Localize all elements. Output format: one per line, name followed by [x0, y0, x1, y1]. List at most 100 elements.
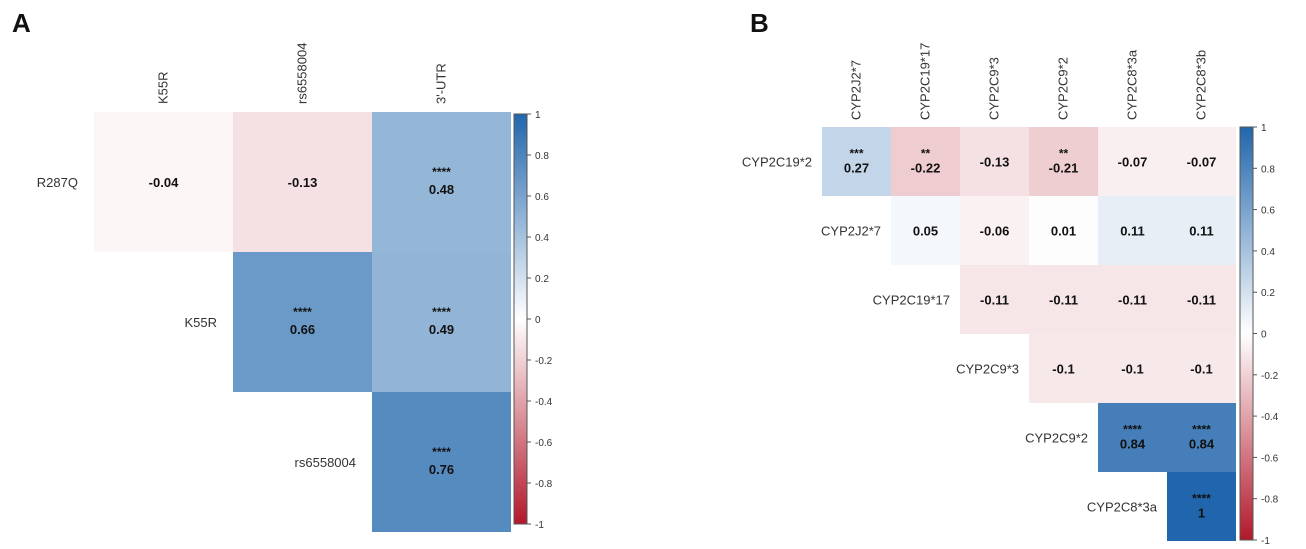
scale-tick-label: 0.2	[1261, 288, 1275, 299]
cell-value: -0.07	[1118, 155, 1148, 170]
cell-value: -0.1	[1190, 362, 1212, 377]
scale-tick-label: 0.2	[535, 274, 549, 285]
cell-value: -0.06	[980, 224, 1010, 239]
color-scale-bar	[1239, 126, 1254, 541]
scale-tick-label: -0.4	[1261, 412, 1279, 423]
row-label: CYP2C9*2	[1025, 431, 1088, 446]
heatmap-cell	[233, 252, 372, 392]
scale-tick-label: 0.6	[535, 192, 549, 203]
column-label: CYP2C19*17	[918, 43, 933, 120]
cell-significance: **	[1059, 147, 1069, 161]
scale-tick-label: -1	[535, 520, 544, 531]
cell-value: -0.04	[149, 175, 179, 190]
heatmap-cell	[1029, 127, 1098, 196]
column-label: CYP2J2*7	[849, 60, 864, 120]
cell-value: 0.05	[913, 224, 938, 239]
heatmap-cell	[1167, 196, 1236, 265]
cell-value: -0.13	[288, 175, 318, 190]
scale-tick-label: 1	[1261, 123, 1267, 134]
heatmap-cell	[1029, 334, 1098, 403]
heatmap-panel-a: A -0.04 -0.13 **** 0.48 **** 0.66 **** 0.49 **** 0…	[12, 8, 553, 532]
scale-tick-label: 0.6	[1261, 206, 1275, 217]
row-label: K55R	[184, 315, 217, 330]
heatmap-cell	[1167, 472, 1236, 541]
heatmap-cell	[1167, 265, 1236, 334]
row-label: CYP2C19*17	[873, 293, 950, 308]
heatmap-cell	[1098, 403, 1167, 472]
heatmap-cell	[372, 112, 511, 252]
cell-value: -0.21	[1049, 161, 1079, 176]
column-label: 3'-UTR	[434, 63, 449, 104]
scale-tick-label: -0.2	[1261, 371, 1279, 382]
scale-tick-label: 1	[535, 110, 541, 121]
scale-tick-label: 0.8	[1261, 164, 1275, 175]
column-label: CYP2C8*3b	[1194, 50, 1209, 120]
cell-significance: ****	[1123, 423, 1142, 437]
scale-tick-label: -0.6	[1261, 453, 1279, 464]
scale-tick-label: -1	[1261, 536, 1270, 547]
cell-value: 0.01	[1051, 224, 1076, 239]
cell-value: 0.27	[844, 161, 869, 176]
cell-value: 0.11	[1120, 224, 1145, 239]
heatmap-cell	[1167, 127, 1236, 196]
cell-value: -0.11	[1118, 293, 1147, 308]
scale-tick-label: -0.2	[535, 356, 553, 367]
heatmap-cell	[1098, 334, 1167, 403]
cell-significance: ****	[1192, 492, 1211, 506]
cell-value: -0.13	[980, 155, 1010, 170]
panel-label: B	[750, 8, 769, 38]
panel-label: A	[12, 8, 31, 38]
scale-tick-label: 0.4	[1261, 247, 1275, 258]
cell-significance: ****	[432, 165, 451, 179]
scale-tick-label: 0.4	[535, 233, 549, 244]
cell-value: -0.11	[980, 293, 1009, 308]
heatmap-cell	[1098, 265, 1167, 334]
heatmap-cell	[891, 127, 960, 196]
cell-significance: ****	[1192, 423, 1211, 437]
cell-value: 0.48	[429, 182, 454, 197]
cell-value: 0.76	[429, 462, 454, 477]
cell-value: 0.84	[1189, 437, 1215, 452]
heatmap-panel-b: B***0.27**-0.22 -0.13**-0.21 -0.07 -0.070.0…	[742, 8, 1279, 547]
row-label: rs6558004	[295, 455, 356, 470]
heatmap-cell	[1029, 196, 1098, 265]
cell-value: -0.11	[1049, 293, 1078, 308]
cell-value: -0.1	[1052, 362, 1074, 377]
cell-value: 0.84	[1120, 437, 1146, 452]
cell-significance: ***	[849, 147, 863, 161]
heatmap-cell	[960, 265, 1029, 334]
heatmap-cell	[94, 112, 233, 252]
cell-significance: **	[921, 147, 931, 161]
cell-value: -0.11	[1187, 293, 1216, 308]
heatmap-cell	[891, 196, 960, 265]
scale-tick-label: -0.8	[1261, 495, 1279, 506]
column-label: CYP2C9*3	[987, 57, 1002, 120]
cell-significance: ****	[293, 305, 312, 319]
heatmap-cell	[960, 127, 1029, 196]
scale-tick-label: -0.6	[535, 438, 553, 449]
cell-value: -0.07	[1187, 155, 1217, 170]
scale-tick-label: -0.4	[535, 397, 553, 408]
row-label: CYP2C8*3a	[1087, 500, 1158, 515]
color-scale-bar	[513, 113, 528, 525]
cell-value: 0.66	[290, 322, 315, 337]
column-label: CYP2C9*2	[1056, 57, 1071, 120]
heatmap-cell	[1029, 265, 1098, 334]
cell-value: 0.11	[1189, 224, 1214, 239]
heatmap-cell	[1098, 196, 1167, 265]
column-label: K55R	[156, 71, 171, 104]
cell-value: -0.1	[1121, 362, 1143, 377]
cell-value: -0.22	[911, 161, 941, 176]
scale-tick-label: -0.8	[535, 479, 553, 490]
heatmap-cell	[1167, 334, 1236, 403]
column-label: rs6558004	[295, 43, 310, 104]
heatmap-cell	[372, 252, 511, 392]
cell-value: 1	[1198, 506, 1205, 521]
scale-tick-label: 0	[535, 315, 541, 326]
row-label: CYP2J2*7	[821, 224, 881, 239]
heatmap-cell	[372, 392, 511, 532]
scale-tick-label: 0.8	[535, 151, 549, 162]
scale-tick-label: 0	[1261, 330, 1267, 341]
cell-significance: ****	[432, 305, 451, 319]
